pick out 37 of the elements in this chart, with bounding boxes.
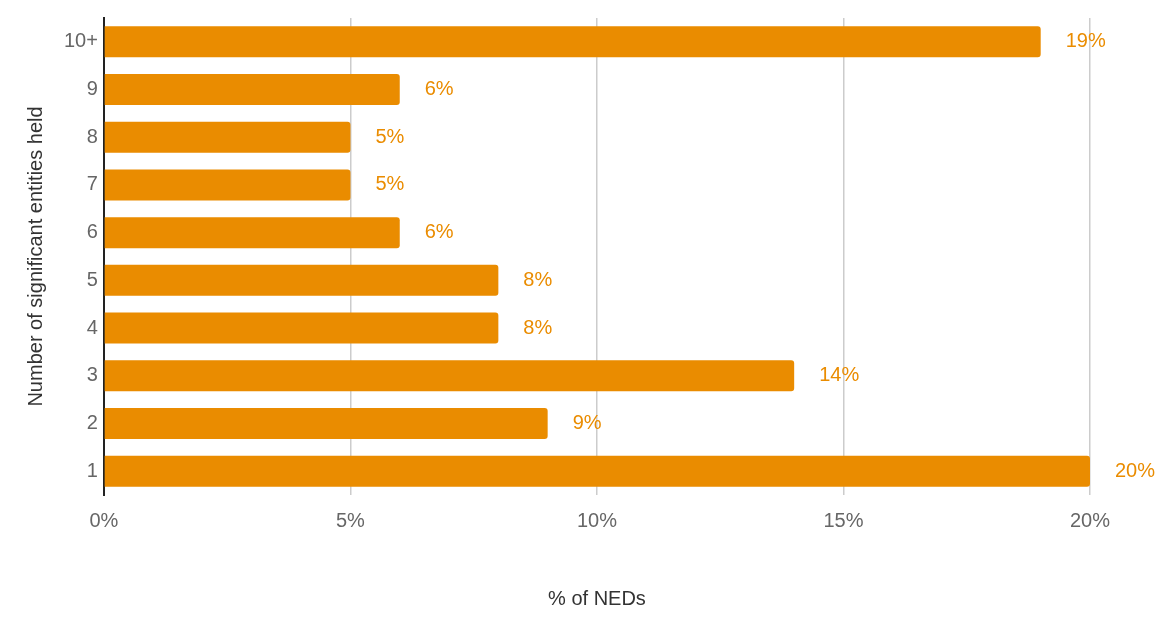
data-label: 6% (424, 220, 454, 243)
y-tick-label: 10+ (63, 29, 98, 52)
data-label: 8% (523, 315, 553, 338)
x-tick-label: 5% (335, 508, 366, 531)
y-tick-label: 7 (86, 172, 98, 195)
y-tick-label: 5 (86, 267, 98, 290)
y-axis-title: Number of significant entities held (23, 106, 46, 407)
x-tick-label: 10% (576, 508, 618, 531)
bar (104, 121, 351, 153)
data-label: 6% (424, 77, 454, 100)
data-label: 9% (572, 410, 602, 433)
bar (104, 217, 400, 249)
data-label: 20% (1115, 458, 1156, 481)
y-tick-label: 4 (86, 315, 98, 338)
bar (104, 455, 1090, 487)
data-label: 5% (375, 124, 405, 147)
bar (104, 312, 499, 344)
y-tick-label: 3 (86, 363, 98, 386)
y-tick-label: 8 (86, 124, 98, 147)
bar (104, 26, 1041, 58)
y-tick-label: 9 (86, 77, 98, 100)
data-label: 8% (523, 267, 553, 290)
bar (104, 360, 795, 392)
x-tick-label: 0% (89, 508, 119, 531)
bar (104, 169, 351, 201)
y-tick-label: 6 (86, 220, 98, 243)
x-axis-title: % of NEDs (548, 586, 646, 609)
bar (104, 407, 548, 439)
data-label: 19% (1065, 29, 1106, 52)
bar (104, 74, 400, 106)
y-tick-label: 1 (86, 458, 98, 481)
x-tick-label: 20% (1069, 508, 1111, 531)
y-tick-label: 2 (86, 410, 98, 433)
data-label: 5% (375, 172, 405, 195)
data-label: 14% (819, 363, 860, 386)
x-tick-label: 15% (823, 508, 864, 531)
bar (104, 264, 499, 296)
